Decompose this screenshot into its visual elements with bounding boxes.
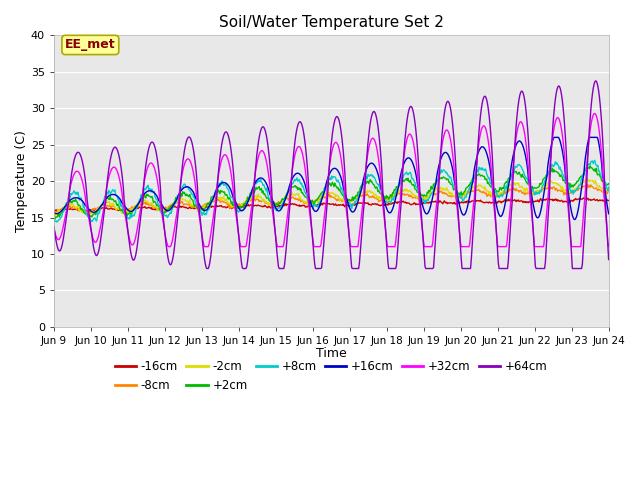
Y-axis label: Temperature (C): Temperature (C) bbox=[15, 130, 28, 232]
Legend: -16cm, -8cm, -2cm, +2cm, +8cm, +16cm, +32cm, +64cm: -16cm, -8cm, -2cm, +2cm, +8cm, +16cm, +3… bbox=[110, 355, 552, 396]
Text: EE_met: EE_met bbox=[65, 38, 116, 51]
X-axis label: Time: Time bbox=[316, 347, 347, 360]
Title: Soil/Water Temperature Set 2: Soil/Water Temperature Set 2 bbox=[219, 15, 444, 30]
